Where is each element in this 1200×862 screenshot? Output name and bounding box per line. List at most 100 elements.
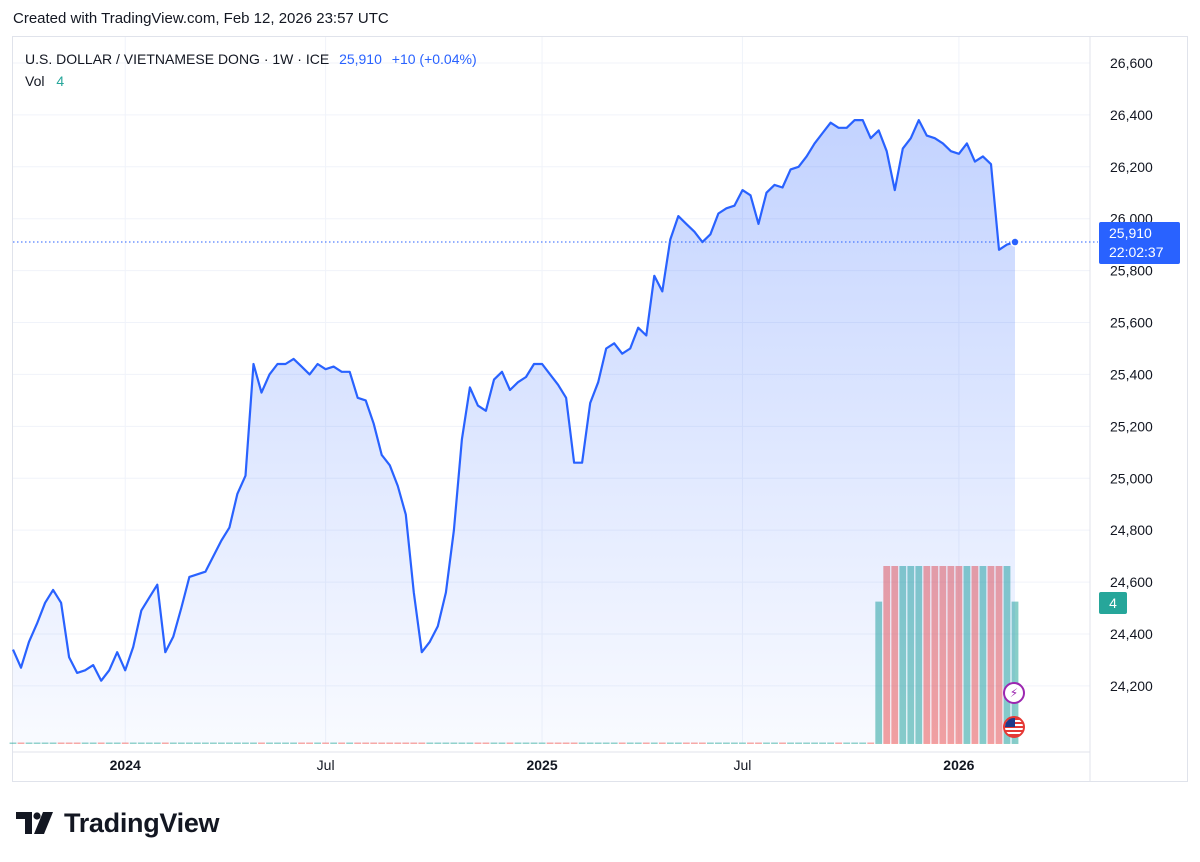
volume-bar (242, 742, 249, 744)
volume-bar (442, 742, 450, 744)
volume-bar (570, 742, 578, 744)
bar-countdown: 22:02:37 (1109, 244, 1164, 260)
volume-bar (674, 742, 682, 744)
volume-bar (218, 742, 225, 744)
x-tick-label: Jul (317, 757, 335, 773)
volume-bar (811, 742, 819, 744)
volume-bar (362, 742, 370, 744)
lightning-icon[interactable]: ⚡ (1003, 682, 1025, 704)
volume-bar (650, 742, 658, 744)
volume-bar (763, 742, 770, 744)
volume-bar (490, 742, 498, 744)
volume-bar (835, 742, 843, 744)
y-tick-label: 25,800 (1110, 263, 1153, 279)
volume-value: 4 (56, 73, 65, 89)
volume-bar (618, 742, 626, 744)
chart-legend: U.S. DOLLAR / VIETNAMESE DONG · 1W · ICE… (25, 48, 477, 92)
volume-bar (723, 742, 730, 744)
volume-bar (145, 742, 153, 744)
last-price-value: 25,910 (1109, 225, 1152, 241)
volume-bar (642, 742, 650, 744)
volume-bar (474, 742, 482, 744)
volume-bar (418, 742, 426, 744)
volume-bar (466, 742, 474, 744)
volume-axis-label: 4 (1099, 592, 1127, 614)
volume-bar (843, 742, 851, 744)
volume-bar (602, 742, 610, 744)
volume-bar (89, 742, 97, 744)
volume-bar (690, 742, 698, 744)
volume-bar (161, 742, 169, 744)
volume-bar (682, 742, 690, 744)
volume-bar (546, 742, 554, 744)
volume-bar (819, 742, 827, 744)
volume-bar (851, 742, 859, 744)
chart-frame[interactable] (12, 36, 1188, 782)
volume-bar (121, 742, 129, 744)
volume-bar (410, 742, 418, 744)
volume-bar (522, 742, 530, 744)
created-with-text: Created with TradingView.com, Feb 12, 20… (13, 10, 389, 27)
volume-bar (779, 742, 786, 744)
y-tick-label: 25,200 (1110, 418, 1153, 434)
legend-change: +10 (+0.04%) (391, 51, 477, 67)
x-tick-label: 2024 (110, 757, 141, 773)
volume-bar (538, 742, 546, 744)
volume-label[interactable]: Vol (25, 73, 45, 89)
volume-bar (274, 742, 281, 744)
volume-bar (370, 742, 378, 744)
legend-price: 25,910 (339, 51, 382, 67)
volume-bar (258, 742, 265, 744)
x-tick-label: 2026 (943, 757, 974, 773)
y-tick-label: 25,600 (1110, 315, 1153, 331)
volume-bar (610, 742, 618, 744)
volume-bar (234, 742, 241, 744)
volume-bar (402, 742, 410, 744)
y-tick-label: 25,000 (1110, 470, 1153, 486)
volume-bar (562, 742, 570, 744)
y-tick-label: 24,600 (1110, 574, 1153, 590)
volume-bar (827, 742, 835, 744)
price-area (13, 120, 1015, 744)
volume-bar (201, 742, 209, 744)
volume-bar (747, 742, 754, 744)
volume-bar (298, 742, 305, 744)
volume-bar (346, 742, 354, 744)
volume-bar (586, 742, 594, 744)
volume-bar (169, 742, 177, 744)
tradingview-logo[interactable]: TradingView (16, 805, 220, 841)
volume-bar (105, 742, 113, 744)
volume-bar (338, 742, 346, 744)
volume-bar (97, 742, 105, 744)
volume-bar (65, 742, 73, 744)
y-tick-label: 24,800 (1110, 522, 1153, 538)
volume-bar (330, 742, 338, 744)
volume-bar (859, 742, 867, 744)
volume-bar (426, 742, 434, 744)
symbol-title[interactable]: U.S. DOLLAR / VIETNAMESE DONG · 1W · ICE (25, 51, 330, 67)
volume-bar (129, 742, 137, 744)
volume-bar (33, 742, 41, 744)
volume-bar (354, 742, 362, 744)
last-price-dot (1010, 237, 1020, 247)
y-tick-label: 24,200 (1110, 678, 1153, 694)
last-price-label: 25,910 22:02:37 (1099, 222, 1180, 264)
volume-bar (177, 742, 185, 744)
volume-bar (226, 742, 233, 744)
volume-bar (41, 742, 49, 744)
volume-bar (266, 742, 273, 744)
volume-bar (787, 742, 794, 744)
flag-canton (1005, 718, 1015, 727)
tradingview-wordmark: TradingView (64, 807, 220, 838)
volume-bar (17, 742, 25, 744)
volume-bar (113, 742, 121, 744)
volume-bar (739, 742, 746, 744)
volume-bar (306, 742, 313, 744)
volume-bar (73, 742, 81, 744)
volume-bar (57, 742, 65, 744)
us-flag-icon[interactable] (1003, 716, 1025, 738)
volume-bar (506, 742, 514, 744)
volume-bar (290, 742, 297, 744)
y-tick-label: 24,400 (1110, 626, 1153, 642)
